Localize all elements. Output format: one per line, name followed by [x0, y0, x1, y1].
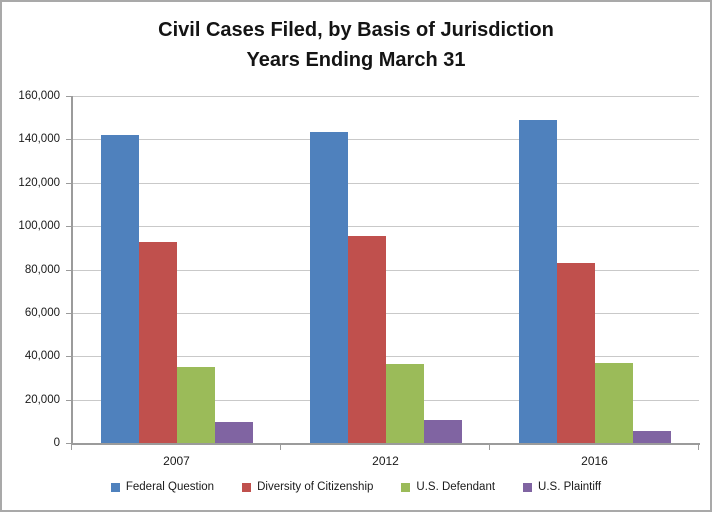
- gridline-80,000: [72, 269, 699, 271]
- legend: Federal Question Diversity of Citizenship…: [2, 481, 710, 493]
- legend-label-u-s-plaintiff: U.S. Plaintiff: [538, 481, 602, 493]
- x-tick-1: [279, 445, 281, 450]
- bar-group-2016: [490, 96, 699, 443]
- x-tick-2: [488, 445, 490, 450]
- y-tick-60,000: [66, 312, 71, 314]
- bar-u-s-defendant-2016: [594, 362, 633, 443]
- gridline-100,000: [72, 226, 699, 228]
- legend-item-u-s-defendant: U.S. Defendant: [401, 481, 495, 493]
- legend-swatch-diversity-of-citizenship: [242, 482, 252, 492]
- gridline-140,000: [72, 139, 699, 141]
- x-axis-label-2012: 2012: [372, 454, 399, 468]
- y-tick-label-140,000: 140,000: [18, 133, 60, 146]
- bar-diversity-of-citizenship-2016: [556, 263, 595, 443]
- bar-u-s-defendant-2012: [385, 363, 424, 443]
- chart-title: Civil Cases Filed, by Basis of Jurisdict…: [2, 15, 710, 75]
- legend-item-diversity-of-citizenship: Diversity of Citizenship: [242, 481, 373, 493]
- gridline-120,000: [72, 182, 699, 184]
- bar-group-2012: [281, 96, 490, 443]
- y-tick-140,000: [66, 139, 71, 141]
- plot-area: 0 20,000 40,000 60,000 80,000 100,000 120,000 1…: [18, 90, 700, 468]
- legend-item-u-s-plaintiff: U.S. Plaintiff: [523, 481, 601, 493]
- gridline-60,000: [72, 312, 699, 314]
- y-axis-line: [71, 96, 73, 445]
- y-tick-label-60,000: 60,000: [24, 306, 60, 319]
- legend-swatch-u-s-defendant: [401, 482, 411, 492]
- x-tick-3: [698, 445, 699, 450]
- legend-swatch-u-s-plaintiff: [523, 482, 533, 492]
- y-tick-label-100,000: 100,000: [18, 220, 60, 233]
- gridline-160,000: [72, 96, 699, 97]
- chart-title-line2: Years Ending March 31: [246, 49, 466, 71]
- y-tick-label-20,000: 20,000: [24, 393, 60, 406]
- y-tick-label-120,000: 120,000: [18, 176, 60, 189]
- legend-label-federal-question: Federal Question: [125, 481, 215, 493]
- legend-label-u-s-defendant: U.S. Defendant: [416, 481, 496, 493]
- x-axis-label-2016: 2016: [581, 454, 608, 468]
- bar-diversity-of-citizenship-2007: [138, 242, 177, 443]
- x-axis-label-2007: 2007: [163, 454, 190, 468]
- bars-layer: [72, 96, 699, 443]
- bar-u-s-defendant-2007: [176, 367, 215, 443]
- y-tick-label-80,000: 80,000: [24, 263, 60, 276]
- chart-title-line1: Civil Cases Filed, by Basis of Jurisdict…: [158, 19, 554, 41]
- x-tick-0: [71, 445, 72, 450]
- y-tick-160,000: [66, 96, 71, 97]
- y-tick-100,000: [66, 226, 71, 228]
- y-tick-40,000: [66, 356, 71, 358]
- gridline-40,000: [72, 356, 699, 358]
- legend-swatch-federal-question: [110, 482, 120, 492]
- legend-item-federal-question: Federal Question: [110, 481, 215, 493]
- bar-federal-question-2016: [518, 119, 557, 443]
- bar-u-s-plaintiff-2016: [632, 431, 671, 443]
- x-axis-labels: 2007 2012 2016: [72, 454, 699, 468]
- y-tick-label-160,000: 160,000: [18, 90, 60, 102]
- y-tick-80,000: [66, 269, 71, 271]
- y-tick-label-0: 0: [53, 437, 60, 449]
- bar-group-2007: [72, 96, 281, 443]
- bar-federal-question-2012: [309, 131, 348, 443]
- y-tick-20,000: [66, 399, 71, 401]
- x-axis-line: [71, 443, 700, 445]
- y-tick-0: [66, 443, 71, 444]
- bar-u-s-plaintiff-2012: [423, 420, 462, 443]
- bar-diversity-of-citizenship-2012: [347, 235, 386, 443]
- bar-u-s-plaintiff-2007: [214, 422, 253, 443]
- y-tick-label-40,000: 40,000: [24, 350, 60, 363]
- legend-label-diversity-of-citizenship: Diversity of Citizenship: [257, 481, 374, 493]
- bar-federal-question-2007: [100, 135, 139, 443]
- y-tick-120,000: [66, 182, 71, 184]
